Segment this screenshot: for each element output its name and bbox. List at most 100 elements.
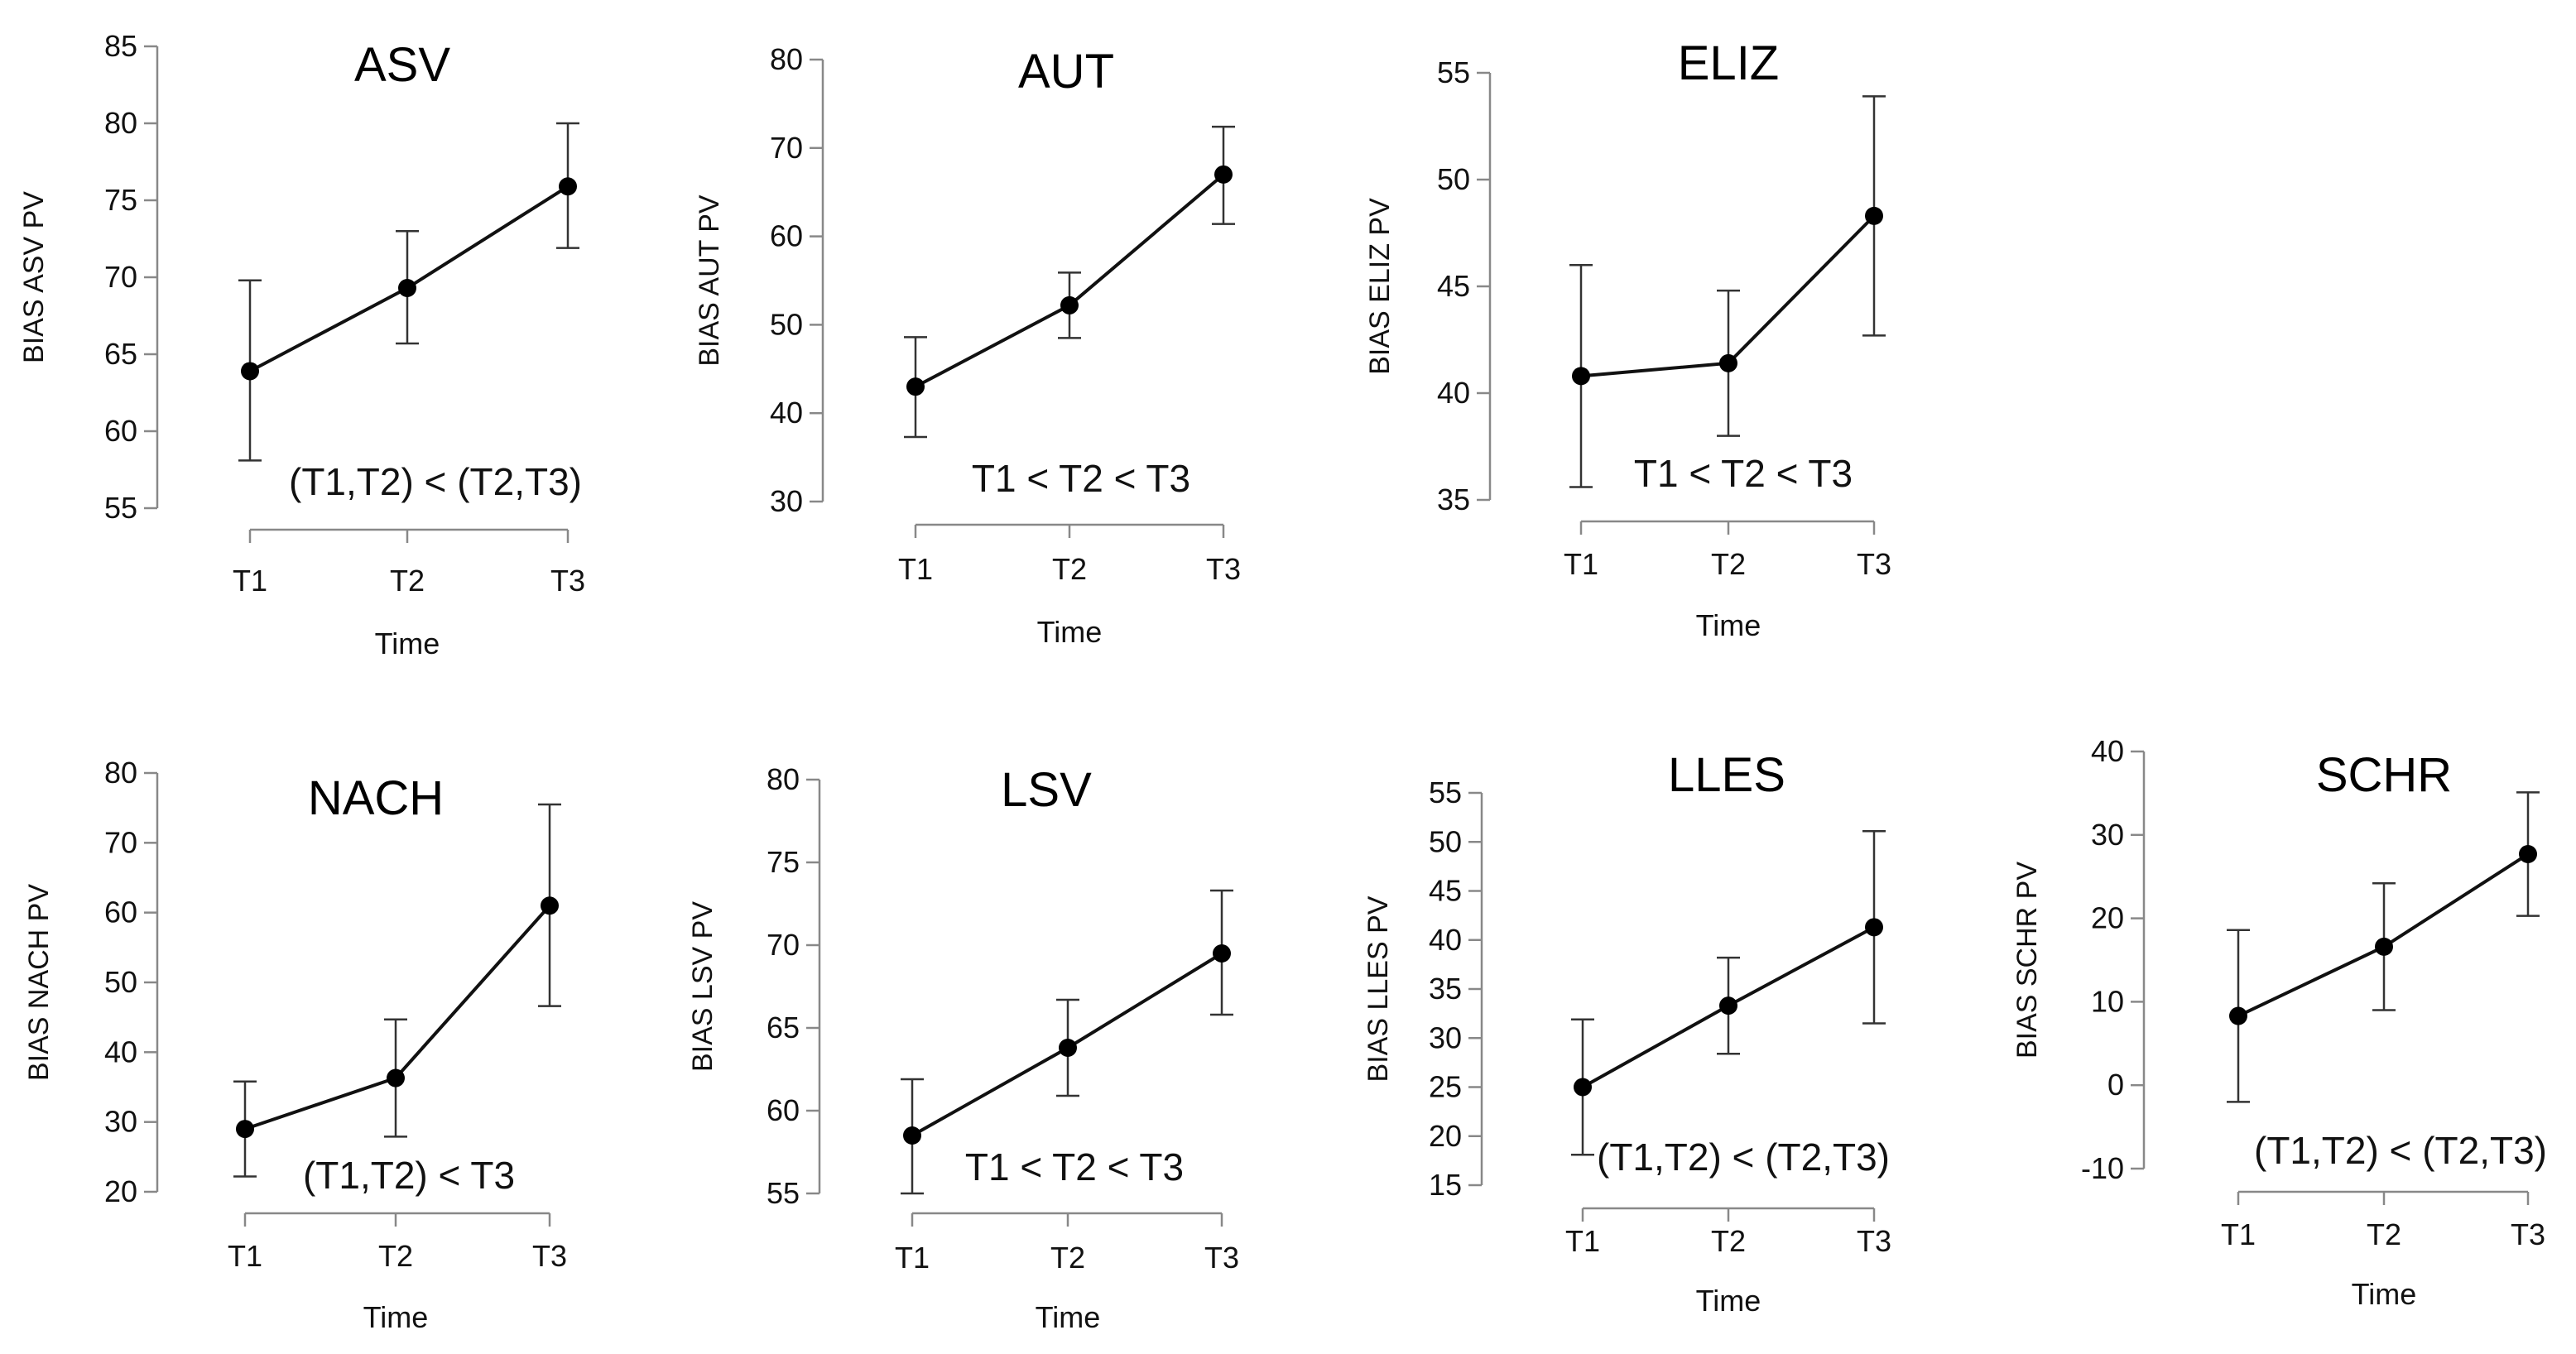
x-tick-label: T1 <box>1564 547 1598 581</box>
x-tick-label: T2 <box>1711 1224 1746 1258</box>
y-tick-label: 35 <box>1437 483 1470 516</box>
y-axis-title: BIAS AUT PV <box>694 194 725 367</box>
x-tick-label: T1 <box>895 1241 930 1275</box>
y-tick-label: 0 <box>2107 1068 2124 1102</box>
x-tick-label: T2 <box>378 1239 413 1273</box>
y-tick-label: -10 <box>2081 1151 2124 1185</box>
data-point <box>1865 918 1883 937</box>
y-tick-label: 30 <box>104 1105 137 1139</box>
y-axis-title: BIAS ASV PV <box>18 191 50 363</box>
x-tick-label: T2 <box>1052 552 1087 586</box>
x-tick-label: T1 <box>1565 1224 1600 1258</box>
chart-title: LLES <box>1668 748 1785 802</box>
y-tick-label: 40 <box>1429 923 1462 957</box>
y-tick-label: 60 <box>104 414 137 448</box>
x-tick-label: T2 <box>2367 1217 2401 1251</box>
x-tick-label: T3 <box>1857 547 1891 581</box>
data-point <box>1719 353 1737 372</box>
y-tick-label: 60 <box>770 219 803 253</box>
x-tick-label: T2 <box>1711 547 1746 581</box>
y-axis-title: BIAS ELIZ PV <box>1364 198 1396 375</box>
y-tick-label: 15 <box>1429 1168 1462 1202</box>
chart-title: ELIZ <box>1678 36 1780 90</box>
chart-lles: 15 20 25 30 35 40 45 50 55 T1 T2 T3 Time BIAS LLES PV… <box>1362 748 1891 1318</box>
x-axis-title: Time <box>1037 615 1103 649</box>
data-point <box>1572 367 1590 386</box>
chart-title: LSV <box>1001 763 1092 817</box>
x-tick-label: T1 <box>2221 1217 2256 1251</box>
y-tick-label: 35 <box>1429 972 1462 1006</box>
x-axis-title: Time <box>1696 608 1761 642</box>
y-tick-label: 20 <box>104 1174 137 1208</box>
series-line <box>244 904 551 1131</box>
data-point <box>906 377 925 396</box>
chart-nach: 20 30 40 50 60 70 80 T1 T2 T3 Time BIAS NACH PV NACH… <box>23 756 567 1334</box>
y-tick-label: 40 <box>1437 376 1470 410</box>
data-point <box>236 1120 254 1139</box>
x-tick-label: T1 <box>233 564 267 598</box>
y-tick-label: 65 <box>104 337 137 371</box>
chart-eliz: 35 40 45 50 55 T1 T2 T3 Time BIAS ELIZ PV ELIZ T1 <… <box>1364 36 1891 642</box>
y-tick-label: 45 <box>1437 269 1470 303</box>
x-tick-label: T2 <box>390 564 425 598</box>
data-point <box>387 1068 405 1088</box>
significance-annotation: (T1,T2) < (T2,T3) <box>1597 1136 1890 1179</box>
chart-title: AUT <box>1018 45 1114 98</box>
chart-schr: -10 0 10 20 30 40 T1 T2 T3 Time BIAS SCHR PV SCHR (T… <box>2011 734 2547 1311</box>
x-tick-label: T3 <box>550 564 585 598</box>
data-point <box>241 362 259 381</box>
x-axis-title: Time <box>375 627 440 660</box>
y-tick-label: 20 <box>2091 901 2124 935</box>
x-axis-title: Time <box>363 1300 429 1334</box>
x-axis-title: Time <box>1036 1300 1101 1334</box>
y-tick-label: 30 <box>770 484 803 518</box>
y-tick-label: 40 <box>2091 734 2124 768</box>
data-point <box>1059 1039 1077 1057</box>
y-tick-label: 55 <box>1437 55 1470 89</box>
chart-title: SCHR <box>2316 748 2452 802</box>
y-tick-label: 55 <box>104 491 137 525</box>
y-tick-label: 45 <box>1429 874 1462 908</box>
data-point <box>398 279 416 298</box>
y-tick-label: 60 <box>767 1093 800 1127</box>
y-tick-label: 80 <box>104 106 137 140</box>
significance-annotation: (T1,T2) < (T2,T3) <box>289 460 582 503</box>
y-tick-label: 80 <box>770 42 803 76</box>
data-point <box>2229 1006 2247 1025</box>
y-tick-label: 55 <box>1429 775 1462 809</box>
y-tick-label: 80 <box>104 756 137 790</box>
x-tick-label: T1 <box>898 552 933 586</box>
y-axis-title: BIAS SCHR PV <box>2011 862 2043 1059</box>
y-tick-label: 70 <box>104 260 137 294</box>
x-tick-label: T1 <box>228 1239 262 1273</box>
data-point <box>1214 165 1233 184</box>
y-tick-label: 75 <box>767 845 800 879</box>
y-tick-label: 60 <box>104 895 137 929</box>
data-point <box>1719 996 1737 1016</box>
chart-title: ASV <box>354 38 450 92</box>
x-tick-label: T3 <box>1206 552 1241 586</box>
y-axis-title: BIAS LLES PV <box>1362 895 1394 1082</box>
x-axis-title: Time <box>2352 1277 2417 1311</box>
y-tick-label: 30 <box>2091 818 2124 852</box>
chart-asv: 55 60 65 70 75 80 85 T1 T2 T3 Time BIAS ASV PV ASV (T… <box>18 29 585 660</box>
data-point <box>1865 206 1883 225</box>
data-point <box>2375 937 2393 956</box>
y-tick-label: 10 <box>2091 984 2124 1018</box>
y-tick-label: 20 <box>1429 1119 1462 1153</box>
significance-annotation: (T1,T2) < T3 <box>303 1154 515 1197</box>
y-tick-label: 70 <box>767 928 800 962</box>
chart-title: NACH <box>308 771 444 825</box>
data-point <box>1574 1078 1592 1097</box>
significance-annotation: T1 < T2 < T3 <box>965 1145 1184 1188</box>
y-tick-label: 40 <box>104 1035 137 1068</box>
y-tick-label: 25 <box>1429 1070 1462 1104</box>
x-tick-label: T3 <box>532 1239 567 1273</box>
data-point <box>559 177 577 196</box>
y-tick-label: 70 <box>770 131 803 165</box>
x-tick-label: T3 <box>1857 1224 1891 1258</box>
y-tick-label: 65 <box>767 1011 800 1044</box>
x-axis-title: Time <box>1696 1284 1761 1318</box>
x-tick-label: T2 <box>1050 1241 1085 1275</box>
